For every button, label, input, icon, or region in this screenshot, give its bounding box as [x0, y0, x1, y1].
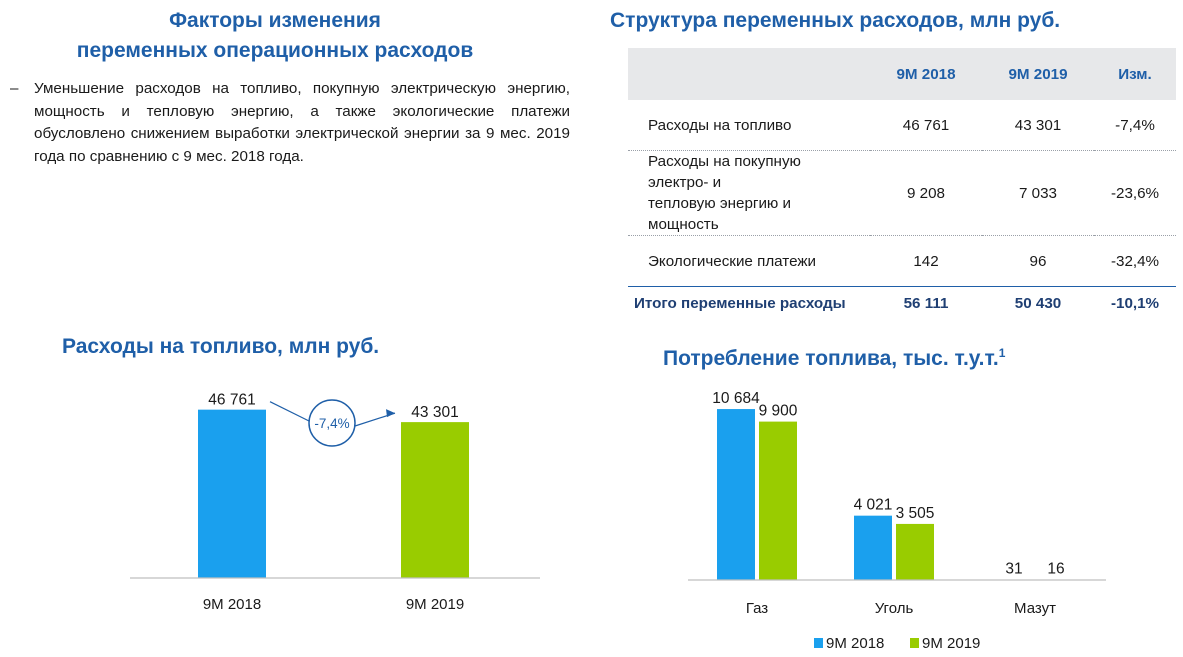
bar-2018	[198, 409, 266, 578]
table-row: Расходы на топливо 46 761 43 301 -7,4%	[628, 100, 1176, 151]
total-value-2018: 56 111	[870, 286, 982, 319]
row-change: -32,4%	[1094, 235, 1176, 287]
table-total-row: Итого переменные расходы 56 111 50 430 -…	[628, 286, 1176, 319]
bar-2019	[401, 422, 469, 578]
fuel-consumption-title-text: Потребление топлива, тыс. т.у.т.	[663, 347, 999, 370]
table-row: Экологические платежи 142 96 -32,4%	[628, 235, 1176, 287]
table-header-label	[628, 48, 870, 100]
total-label: Итого переменные расходы	[628, 286, 870, 319]
table-row: Расходы на покупную электро- и тепловую э…	[628, 150, 1176, 236]
bar-1-1	[896, 523, 934, 580]
fuel-consumption-chart-title: Потребление топлива, тыс. т.у.т.1	[663, 338, 1005, 374]
legend-swatch	[910, 638, 919, 648]
factors-title-line2: переменных операционных расходов	[76, 39, 474, 62]
total-change: -10,1%	[1094, 286, 1176, 319]
x-tick-label: 9M 2018	[203, 596, 261, 613]
bar-0-1	[759, 421, 797, 580]
arrow-line	[269, 401, 310, 422]
row-change: -23,6%	[1094, 150, 1176, 236]
row-label-line1: Расходы на покупную электро- и	[648, 153, 801, 191]
table-header-2019: 9M 2019	[982, 48, 1094, 100]
legend-label: 9M 2018	[826, 635, 884, 652]
row-label: Расходы на топливо	[628, 100, 870, 151]
fuel-cost-chart-title: Расходы на топливо, млн руб.	[62, 335, 380, 358]
bar-1-0	[854, 515, 892, 580]
factors-title: Факторы изменения переменных операционны…	[20, 6, 530, 66]
row-label-line2: тепловую энергию и мощность	[648, 195, 792, 233]
factors-bullet: – Уменьшение расходов на топливо, покупн…	[10, 78, 570, 168]
data-label: 4 021	[854, 497, 893, 514]
table-header-2018: 9M 2018	[870, 48, 982, 100]
x-tick-label: 9M 2019	[406, 596, 464, 613]
bullet-text: Уменьшение расходов на топливо, покупную…	[34, 80, 570, 165]
row-label-line1: Расходы на топливо	[648, 116, 792, 134]
fuel-cost-chart: 46 761 9M 2018 43 301 9M 2019 -7,4%	[130, 392, 540, 613]
change-annotation: -7,4%	[314, 416, 349, 431]
row-value-2018: 46 761	[870, 100, 982, 151]
x-tick-label: Мазут	[1014, 600, 1056, 617]
data-label: 31	[1005, 561, 1022, 578]
change-circle	[308, 399, 356, 447]
row-label-line1: Экологические платежи	[648, 252, 816, 270]
arrow-head	[386, 409, 395, 418]
factors-title-line1: Факторы изменения	[169, 9, 381, 32]
table-title: Структура переменных расходов, млн руб.	[610, 9, 1061, 32]
data-label: 43 301	[411, 404, 458, 421]
footnote-marker: 1	[998, 346, 1006, 360]
x-tick-label: Уголь	[875, 600, 914, 617]
bar-0-0	[717, 409, 755, 580]
row-value-2018: 142	[870, 235, 982, 287]
row-value-2019: 43 301	[982, 100, 1094, 151]
row-value-2019: 96	[982, 235, 1094, 287]
data-label: 16	[1047, 561, 1064, 578]
data-label: 10 684	[712, 390, 760, 407]
bullet-dash: –	[10, 80, 19, 97]
data-label: 3 505	[896, 505, 935, 522]
legend-label: 9M 2019	[922, 635, 980, 652]
row-change: -7,4%	[1094, 100, 1176, 151]
data-label: 46 761	[208, 392, 255, 409]
x-tick-label: Газ	[746, 600, 768, 617]
data-label: 9 900	[759, 403, 798, 420]
variable-costs-table: 9M 2018 9M 2019 Изм. Расходы на топливо …	[628, 48, 1176, 319]
table-header-row: 9M 2018 9M 2019 Изм.	[628, 48, 1176, 100]
row-label: Расходы на покупную электро- и тепловую э…	[628, 150, 870, 236]
legend-swatch	[814, 638, 823, 648]
row-value-2019: 7 033	[982, 150, 1094, 236]
row-label: Экологические платежи	[628, 235, 870, 287]
table-header-change: Изм.	[1094, 48, 1176, 100]
row-value-2018: 9 208	[870, 150, 982, 236]
total-value-2019: 50 430	[982, 286, 1094, 319]
